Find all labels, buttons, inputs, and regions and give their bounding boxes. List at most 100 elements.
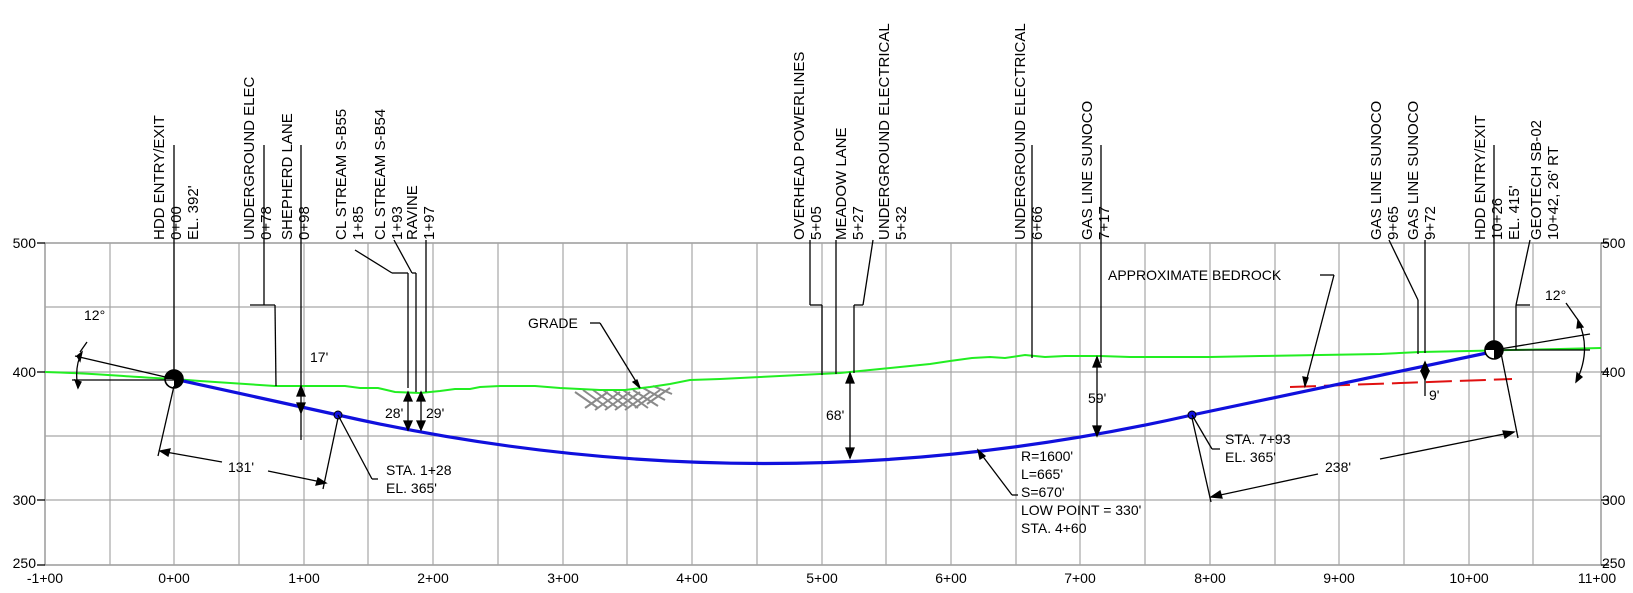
feature-meadow-lane: MEADOW LANE 5+27 <box>833 127 867 240</box>
axis-ticks <box>37 242 1609 566</box>
feature-name: UNDERGROUND ELECTRICAL <box>876 23 893 240</box>
grid-frame <box>44 242 1602 566</box>
hdd-bore-path <box>173 348 1502 466</box>
pt-elevation-label: EL. 365' <box>1225 449 1276 465</box>
feature-station: 10+26 <box>1489 198 1506 240</box>
ravine-hatch <box>574 385 673 411</box>
feature-station: 1+85 <box>350 206 367 240</box>
depth-label-28: 28' <box>385 405 403 421</box>
feature-name: RAVINE <box>404 185 421 240</box>
feature-name: GAS LINE SUNOCO <box>1079 101 1096 240</box>
feature-hdd-entry: HDD ENTRY/EXIT 0+00 EL. 392' <box>151 115 202 240</box>
length-label-131: 131' <box>228 459 254 475</box>
curve-radius: R=1600' <box>1021 448 1073 464</box>
feature-name: CL STREAM S-B55 <box>333 109 350 240</box>
exit-angle-dimension <box>1493 302 1591 384</box>
curve-low-station: STA. 4+60 <box>1021 520 1087 536</box>
feature-elevation: EL. 392' <box>185 185 202 240</box>
feature-hdd-exit: HDD ENTRY/EXIT 10+26 EL. 415' <box>1472 115 1523 240</box>
feature-station: 9+65 <box>1385 206 1402 240</box>
pt-station-label: STA. 7+93 <box>1225 431 1291 447</box>
grade-label: GRADE <box>528 315 578 331</box>
curve-data: R=1600' L=665' S=670' LOW POINT = 330' S… <box>1021 448 1141 536</box>
feature-underground-elec: UNDERGROUND ELEC 0+78 <box>241 76 275 240</box>
depth-label-59: 59' <box>1088 390 1106 406</box>
grade-leader <box>590 322 641 389</box>
x-tick-label: 6+00 <box>935 570 967 586</box>
feature-labels: HDD ENTRY/EXIT 0+00 EL. 392' UNDERGROUND… <box>151 23 1562 240</box>
depth-labels: 17' 28' 29' 68' 59' 9' <box>310 349 1439 423</box>
feature-station: 1+97 <box>421 206 438 240</box>
pc-station-label: STA. 1+28 <box>386 462 452 478</box>
feature-name: OVERHEAD POWERLINES <box>791 52 808 240</box>
feature-cl-stream-sb54: CL STREAM S-B54 1+93 <box>372 109 406 240</box>
x-tick-label: 7+00 <box>1064 570 1096 586</box>
feature-elevation: EL. 415' <box>1506 185 1523 240</box>
depth-dimensions <box>296 355 1431 460</box>
x-tick-label: 2+00 <box>417 570 449 586</box>
feature-station: 6+66 <box>1029 206 1046 240</box>
grid <box>44 242 1602 566</box>
y-tick-label: 500 <box>13 235 37 251</box>
feature-name: GAS LINE SUNOCO <box>1405 101 1422 240</box>
entry-angle-label: 12° <box>84 307 105 323</box>
feature-station: 0+00 <box>168 206 185 240</box>
approximate-bedrock-label: APPROXIMATE BEDROCK <box>1108 267 1282 283</box>
feature-overhead-powerlines: OVERHEAD POWERLINES 5+05 <box>791 52 825 240</box>
feature-name: SHEPHERD LANE <box>279 113 296 240</box>
y-tick-label: 300 <box>13 492 37 508</box>
bedrock-leader <box>1302 274 1335 389</box>
feature-leaders <box>173 145 1531 392</box>
feature-ravine: RAVINE 1+97 <box>404 185 438 240</box>
depth-label-29: 29' <box>426 405 444 421</box>
feature-name: UNDERGROUND ELECTRICAL <box>1012 23 1029 240</box>
x-tick-label: 9+00 <box>1323 570 1355 586</box>
length-dimension-238 <box>1191 352 1519 503</box>
depth-label-9: 9' <box>1429 387 1439 403</box>
feature-gas-line-717: GAS LINE SUNOCO 7+17 <box>1079 101 1113 240</box>
x-tick-label: 1+00 <box>288 570 320 586</box>
feature-gas-line-972: GAS LINE SUNOCO 9+72 <box>1405 101 1439 240</box>
x-tick-label: 0+00 <box>158 570 190 586</box>
x-tick-label: 3+00 <box>547 570 579 586</box>
feature-station: 7+17 <box>1096 206 1113 240</box>
length-label-238: 238' <box>1325 459 1351 475</box>
feature-gas-line-965: GAS LINE SUNOCO 9+65 <box>1368 101 1402 240</box>
curve-span: S=670' <box>1021 484 1065 500</box>
feature-station: 5+32 <box>893 206 910 240</box>
feature-name: MEADOW LANE <box>833 127 850 240</box>
feature-underground-electrical-532: UNDERGROUND ELECTRICAL 5+32 <box>876 23 910 240</box>
feature-underground-electrical-666: UNDERGROUND ELECTRICAL 6+66 <box>1012 23 1046 240</box>
feature-station: 5+27 <box>850 206 867 240</box>
depth-label-68: 68' <box>826 407 844 423</box>
length-dimension-131 <box>157 385 339 490</box>
y-tick-label: 250 <box>1602 555 1626 571</box>
feature-name: GAS LINE SUNOCO <box>1368 101 1385 240</box>
feature-station: 5+05 <box>808 206 825 240</box>
feature-station: 1+93 <box>389 206 406 240</box>
depth-label-17: 17' <box>310 349 328 365</box>
feature-name: HDD ENTRY/EXIT <box>1472 115 1489 240</box>
feature-station: 9+72 <box>1422 206 1439 240</box>
x-tick-label: 10+00 <box>1449 570 1489 586</box>
y-tick-label: 400 <box>13 364 37 380</box>
feature-name: GEOTECH SB-02 <box>1528 120 1545 240</box>
curve-low-point: LOW POINT = 330' <box>1021 502 1141 518</box>
x-tick-label: 11+00 <box>1578 570 1616 586</box>
x-tick-label: 8+00 <box>1194 570 1226 586</box>
feature-shepherd-lane: SHEPHERD LANE 0+98 <box>279 113 313 240</box>
x-tick-label: -1+00 <box>27 570 63 586</box>
y-tick-label: 250 <box>13 555 37 571</box>
y-tick-label: 500 <box>1602 235 1626 251</box>
exit-angle-label: 12° <box>1545 287 1566 303</box>
curve-length: L=665' <box>1021 466 1063 482</box>
feature-station: 0+78 <box>258 206 275 240</box>
existing-grade-line <box>44 347 1602 395</box>
x-tick-label: 4+00 <box>676 570 708 586</box>
pc-callout <box>337 414 378 480</box>
pt-callout <box>1191 414 1220 450</box>
y-axis-left: 500 400 300 250 <box>13 235 37 571</box>
curve-callout <box>976 448 1018 496</box>
x-tick-label: 5+00 <box>806 570 838 586</box>
